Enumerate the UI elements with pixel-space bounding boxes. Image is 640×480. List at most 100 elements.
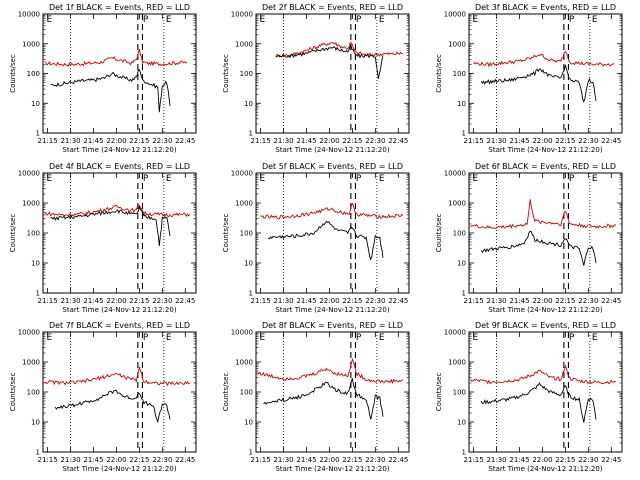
chart-2-plot-frame [255,13,410,134]
chart-2-marker-label: P [356,15,362,25]
chart-1-xlabel: Start Time (24-Nov-12 21:12:20) [62,146,176,154]
chart-1-ytick-label: 100 [27,70,40,78]
chart-9-xtick-label: 22:30 [578,456,598,464]
chart-2-marker-label: E [379,15,385,25]
chart-6-ytick-label: 10000 [444,170,466,178]
chart-9-xtick-label: 22:45 [601,456,621,464]
chart-6-ylabel: Counts/sec [435,214,443,253]
chart-4-title: Det 4f BLACK = Events, RED = LLD [49,162,190,171]
chart-1-ylabel: Counts/sec [9,54,17,93]
chart-7-xtick-label: 22:15 [129,456,149,464]
chart-2-ytick-label: 10 [244,100,253,108]
chart-1-series-red-lld [44,48,188,67]
chart-1-ytick-label: 10 [31,100,40,108]
chart-4-xtick-label: 21:30 [60,297,80,305]
chart-8-xtick-label: 21:45 [296,456,316,464]
chart-2-xlabel: Start Time (24-Nov-12 21:12:20) [275,146,389,154]
chart-4-ytick-label: 10 [31,260,40,268]
chart-3-ytick-label: 1000 [448,40,466,48]
chart-2-ytick-label: 100 [240,70,253,78]
chart-1-marker-label: E [166,15,172,25]
chart-3-ytick-label: 1 [462,130,466,138]
chart-7-ylabel: Counts/sec [9,373,17,412]
chart-9-xtick-label: 21:30 [486,456,506,464]
chart-4-ytick-label: 10000 [18,170,40,178]
chart-7-xtick-label: 22:45 [175,456,195,464]
chart-1-ytick-label: 1000 [22,40,40,48]
chart-6-xlabel: Start Time (24-Nov-12 21:12:20) [488,306,602,314]
chart-3: Det 3f BLACK = Events, RED = LLD 1 10 100 10… [435,3,623,154]
chart-6-ytick-label: 10 [457,260,466,268]
chart-8-ytick-label: 10000 [231,329,253,337]
chart-8-ytick-label: 10 [244,419,253,427]
chart-1-marker-label: E [47,15,53,25]
chart-7-marker-label: P [143,333,149,343]
chart-7-ytick-label: 10000 [18,329,40,337]
chart-1-title: Det 1f BLACK = Events, RED = LLD [49,3,190,12]
chart-6-xtick-label: 21:30 [486,297,506,305]
chart-8-marker-label: E [260,333,266,343]
chart-5-marker-label: P [356,174,362,184]
chart-7-marker-label: E [47,333,53,343]
chart-4: Det 4f BLACK = Events, RED = LLD 1 10 100 10… [9,162,197,314]
chart-7-xtick-label: 22:30 [152,456,172,464]
chart-5-ytick-label: 10 [244,260,253,268]
chart-9-xtick-label: 22:15 [555,456,575,464]
chart-4-xtick-label: 22:30 [152,297,172,305]
chart-7-xtick-label: 22:00 [106,456,126,464]
chart-2-ytick-label: 1 [249,130,253,138]
chart-2-series-black-events [275,43,384,79]
chart-3-xtick-label: 22:15 [555,137,575,145]
chart-7-ytick-label: 100 [27,389,40,397]
chart-2-xtick-label: 22:15 [342,137,362,145]
chart-1-series-black-events [50,68,171,113]
chart-1-xtick-label: 21:45 [83,137,103,145]
chart-5-xlabel: Start Time (24-Nov-12 21:12:20) [275,306,389,314]
chart-6-ytick-label: 1000 [448,200,466,208]
chart-6-xtick-label: 21:45 [509,297,529,305]
chart-3-xtick-label: 21:15 [463,137,483,145]
chart-2-xtick-label: 22:00 [319,137,339,145]
chart-9-ytick-label: 100 [453,389,466,397]
chart-1-xtick-label: 22:45 [175,137,195,145]
chart-6-xtick-label: 22:00 [532,297,552,305]
chart-7: Det 7f BLACK = Events, RED = LLD 1 10 100 10… [9,321,197,473]
chart-5-ytick-label: 1000 [235,200,253,208]
chart-1-marker-label: P [143,15,149,25]
chart-3-ytick-label: 10000 [444,11,466,19]
chart-6-xtick-label: 21:15 [463,297,483,305]
chart-5-marker-label: E [260,174,266,184]
chart-7-title: Det 7f BLACK = Events, RED = LLD [49,321,190,330]
chart-4-plot-frame [42,172,197,294]
chart-4-xtick-label: 22:15 [129,297,149,305]
chart-5-xtick-label: 21:45 [296,297,316,305]
chart-8-title: Det 8f BLACK = Events, RED = LLD [262,321,403,330]
chart-1-xtick-label: 22:30 [152,137,172,145]
chart-4-ylabel: Counts/sec [9,214,17,253]
chart-2-title: Det 2f BLACK = Events, RED = LLD [262,3,403,12]
chart-3-series-black-events [480,64,597,104]
chart-8-xtick-label: 21:30 [273,456,293,464]
chart-3-title: Det 3f BLACK = Events, RED = LLD [475,3,616,12]
chart-4-xlabel: Start Time (24-Nov-12 21:12:20) [62,306,176,314]
chart-1-plot-frame [42,13,197,134]
chart-9-xtick-label: 21:15 [463,456,483,464]
chart-9-title: Det 9f BLACK = Events, RED = LLD [475,321,616,330]
chart-8-xtick-label: 22:15 [342,456,362,464]
chart-4-ytick-label: 1000 [22,200,40,208]
chart-4-xtick-label: 21:15 [37,297,57,305]
chart-1-ytick-label: 1 [36,130,40,138]
chart-3-plot-frame [468,13,623,134]
chart-9-plot-frame [468,331,623,453]
chart-4-series-black-events [50,205,171,246]
chart-2-xtick-label: 21:15 [250,137,270,145]
chart-1-xtick-label: 21:30 [60,137,80,145]
chart-5-xtick-label: 22:15 [342,297,362,305]
chart-3-ytick-label: 10 [457,100,466,108]
chart-5-marker-label: E [379,174,385,184]
chart-2: Det 2f BLACK = Events, RED = LLD 1 10 100 10… [222,3,410,154]
chart-1-xtick-label: 22:15 [129,137,149,145]
chart-4-marker-label: E [166,174,172,184]
chart-8-ytick-label: 1000 [235,359,253,367]
